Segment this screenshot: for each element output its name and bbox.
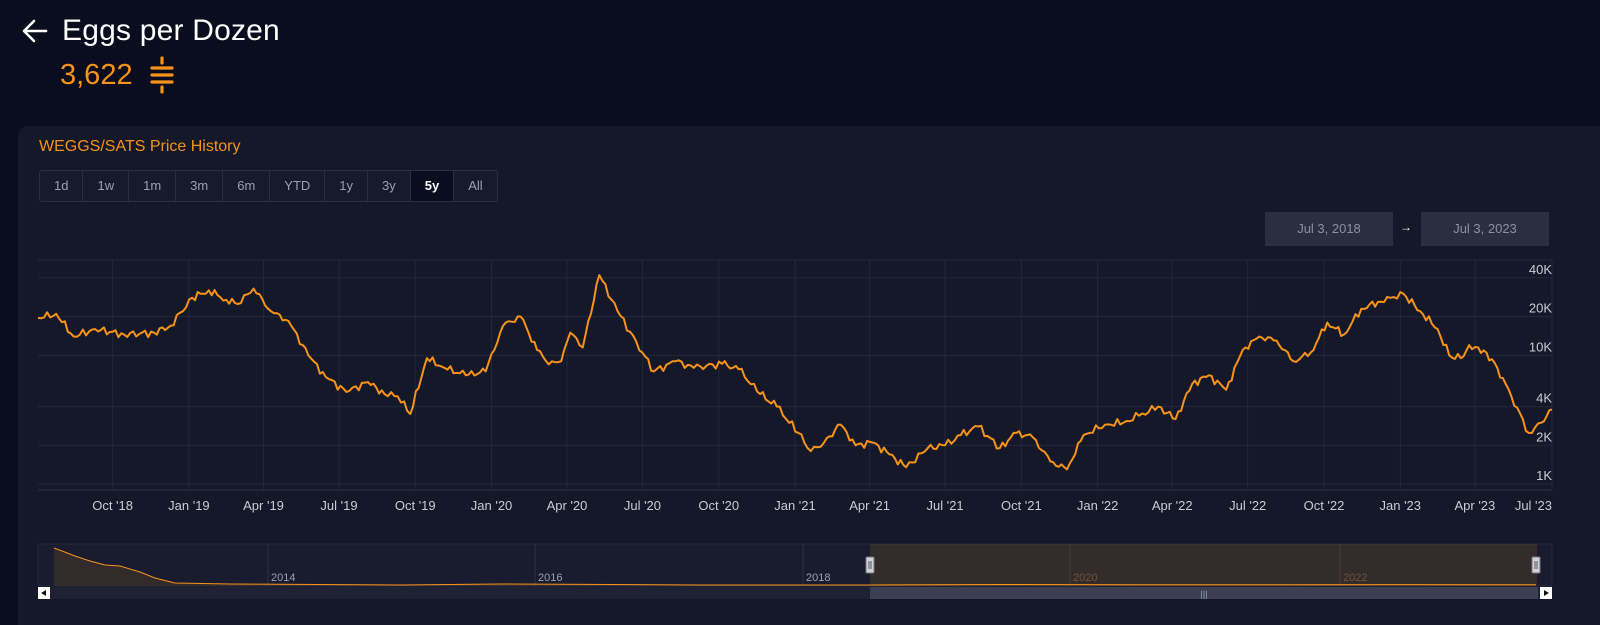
- y-tick-label: 20K: [1529, 301, 1552, 316]
- navigator-label: 2018: [806, 572, 830, 584]
- date-arrow: →: [1400, 220, 1412, 234]
- y-tick-label: 40K: [1529, 262, 1552, 277]
- x-tick-label: Oct '21: [1001, 498, 1042, 513]
- x-tick-label: Apr '20: [547, 498, 588, 513]
- navigator-label: 2020: [1073, 572, 1097, 584]
- x-tick-label: Jan '19: [168, 498, 210, 513]
- navigator-scrollbar-thumb[interactable]: [870, 587, 1538, 599]
- arrow-left-icon: [22, 19, 48, 43]
- x-tick-label: Jul '19: [320, 498, 357, 513]
- x-tick-label: Oct '19: [395, 498, 436, 513]
- y-tick-label: 2K: [1536, 429, 1552, 444]
- x-tick-label: Oct '18: [92, 498, 133, 513]
- range-tab-1d[interactable]: 1d: [40, 171, 84, 201]
- range-selector: 1d 1w 1m 3m 6m YTD 1y 3y 5y All: [39, 170, 498, 202]
- range-tab-1m[interactable]: 1m: [129, 171, 177, 201]
- x-tick-label: Apr '22: [1152, 498, 1193, 513]
- x-tick-label: Apr '23: [1454, 498, 1495, 513]
- navigator-series-line: [53, 547, 1537, 586]
- range-tab-1w[interactable]: 1w: [83, 171, 130, 201]
- x-axis-labels: Oct '18 Jan '19 Apr '19 Jul '19 Oct '19 Jan '…: [92, 498, 1552, 513]
- navigator: 2014 2016 2018 2020 2022 |||: [37, 543, 1553, 599]
- y-tick-label: 10K: [1529, 339, 1552, 354]
- x-tick-label: Jul '23: [1515, 498, 1552, 513]
- price-value: 3,622: [60, 58, 133, 91]
- y-tick-label: 1K: [1536, 468, 1552, 483]
- y-tick-label: 4K: [1536, 391, 1552, 406]
- sats-icon: [149, 56, 174, 94]
- range-tab-1y[interactable]: 1y: [325, 171, 369, 201]
- navigator-handle-right[interactable]: [1531, 556, 1541, 574]
- x-tick-label: Jan '22: [1077, 498, 1119, 513]
- back-button[interactable]: [18, 15, 50, 47]
- date-to-input[interactable]: Jul 3, 2023: [1421, 212, 1549, 246]
- scroll-left-icon: [41, 590, 46, 596]
- scrollbar-grip-icon: |||: [1200, 589, 1207, 599]
- range-tab-3y[interactable]: 3y: [368, 171, 411, 201]
- date-from-input[interactable]: Jul 3, 2018: [1265, 212, 1393, 246]
- x-tick-label: Jan '23: [1380, 498, 1422, 513]
- x-tick-label: Jan '21: [774, 498, 816, 513]
- range-tab-6m[interactable]: 6m: [223, 171, 271, 201]
- price-history-card: WEGGS/SATS Price History 1d 1w 1m 3m 6m YTD 1y…: [18, 126, 1600, 625]
- chart-title: WEGGS/SATS Price History: [39, 138, 241, 155]
- range-tab-5y[interactable]: 5y: [410, 171, 455, 201]
- page-title: Eggs per Dozen: [62, 14, 280, 47]
- navigator-label: 2022: [1343, 572, 1367, 584]
- x-tick-label: Jul '20: [624, 498, 661, 513]
- chart-grid: [38, 259, 1553, 491]
- range-tab-3m[interactable]: 3m: [176, 171, 224, 201]
- navigator-selection[interactable]: [870, 544, 1537, 586]
- x-tick-label: Oct '22: [1304, 498, 1345, 513]
- scroll-right-icon: [1544, 590, 1549, 596]
- x-tick-label: Oct '20: [698, 498, 739, 513]
- x-tick-label: Jul '21: [926, 498, 963, 513]
- navigator-label: 2016: [538, 572, 562, 584]
- x-tick-label: Jan '20: [471, 498, 513, 513]
- navigator-handle-left[interactable]: [865, 556, 875, 574]
- x-tick-label: Apr '21: [849, 498, 890, 513]
- range-tab-all[interactable]: All: [468, 178, 483, 193]
- range-tab-ytd[interactable]: YTD: [270, 171, 326, 201]
- x-tick-label: Jul '22: [1229, 498, 1266, 513]
- y-axis-labels: 1K 2K 4K 10K 20K 40K: [1529, 262, 1552, 483]
- price-series-line: [37, 274, 1553, 471]
- page-header: Eggs per Dozen 3,622: [18, 14, 280, 94]
- x-tick-label: Apr '19: [243, 498, 284, 513]
- navigator-labels: 2014 2016 2018 2020 2022: [267, 544, 1367, 586]
- navigator-label: 2014: [271, 572, 295, 584]
